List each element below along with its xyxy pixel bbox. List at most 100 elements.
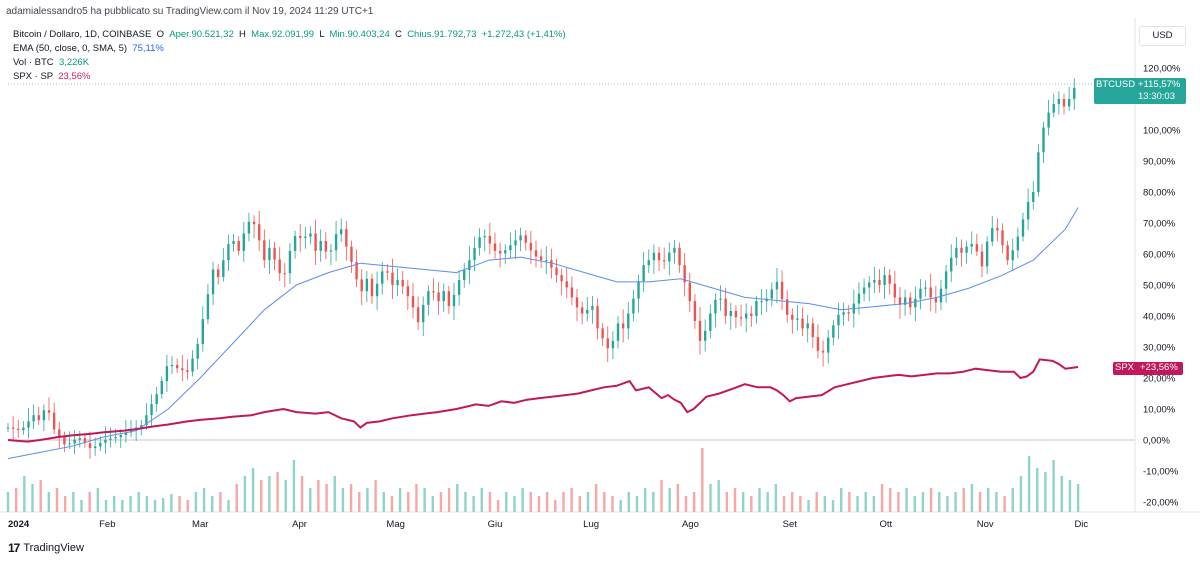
candle-body	[222, 260, 225, 277]
candle-body	[6, 427, 10, 429]
candle-body	[298, 236, 302, 238]
candle-body	[806, 323, 809, 329]
volume-bar	[815, 492, 818, 512]
volume-bar	[162, 498, 165, 512]
candle-body	[345, 229, 348, 247]
legend: Bitcoin / Dollaro, 1D, COINBASE O Aper.9…	[13, 28, 566, 84]
tradingview-logo[interactable]: 17 TradingView	[8, 541, 84, 555]
candle-body	[360, 279, 363, 292]
volume-bar	[153, 500, 157, 512]
candle-body	[934, 297, 938, 303]
candle-body	[504, 250, 507, 254]
candle-body	[960, 247, 963, 253]
candle-body	[524, 235, 527, 243]
candle-body	[975, 244, 979, 252]
legend-spx-row[interactable]: SPX · SP 23,56%	[13, 70, 566, 84]
candle-body	[401, 280, 404, 287]
legend-vol-row[interactable]: Vol · BTC 3,226K	[13, 56, 566, 70]
x-tick-label: Feb	[99, 519, 115, 530]
btc-tag-change: +115,57%	[1138, 79, 1181, 90]
volume-bar	[439, 492, 443, 512]
volume-bar	[570, 488, 573, 512]
candle-body	[580, 307, 584, 314]
candle-body	[924, 287, 927, 289]
candle-body	[293, 236, 297, 251]
candle-body	[970, 244, 973, 247]
candle-body	[140, 425, 143, 428]
candle-body	[883, 275, 886, 285]
candle-body	[1052, 103, 1055, 113]
candle-body	[232, 240, 235, 245]
candle-body	[391, 272, 394, 285]
candle-body	[668, 252, 671, 262]
x-axis[interactable]: 2024 Feb Mar Apr Mag Giu Lug Ago Set Ott Nov Dic	[8, 519, 1088, 530]
volume-bar	[325, 484, 328, 512]
volume-bar	[970, 484, 974, 512]
candle-body	[760, 301, 763, 303]
candle-body	[1006, 245, 1009, 261]
candle-body	[596, 306, 599, 329]
candle-body	[703, 330, 707, 341]
x-tick-label: Nov	[977, 519, 994, 530]
candle-body	[586, 309, 589, 314]
volume-bar	[333, 476, 336, 512]
candle-body	[729, 311, 732, 316]
legend-symbol[interactable]: Bitcoin / Dollaro, 1D, COINBASE	[13, 29, 152, 40]
candle-body	[1021, 219, 1025, 237]
volume-bar	[733, 488, 737, 512]
candle-body	[683, 265, 686, 283]
volume-bar	[227, 500, 230, 512]
candle-body	[381, 271, 384, 284]
candle-body	[488, 236, 492, 244]
y-tick-label: 60,00%	[1143, 250, 1176, 261]
volume-bar	[112, 496, 116, 512]
candle-body	[627, 313, 630, 329]
candle-body	[893, 283, 897, 298]
high-label: H	[239, 29, 246, 40]
candle-body	[744, 313, 748, 319]
candle-body	[1062, 99, 1066, 107]
candle-body	[632, 298, 635, 314]
volume-bar	[725, 492, 729, 512]
candle-body	[1032, 192, 1035, 202]
volume-bar	[464, 492, 467, 512]
candle-body	[888, 275, 891, 284]
candle-body	[903, 297, 907, 305]
volume-bar	[872, 496, 876, 512]
candle-body	[826, 337, 830, 353]
volume-bar	[1068, 480, 1072, 512]
volume-bar	[946, 496, 949, 512]
volume-bar	[72, 492, 75, 512]
candle-body	[93, 446, 97, 449]
volume-bar	[692, 492, 696, 512]
candle-body	[447, 291, 451, 307]
x-tick-label: Apr	[292, 519, 307, 530]
candle-body	[950, 257, 953, 272]
candle-body	[857, 293, 861, 304]
volume-bar	[954, 492, 957, 512]
volume-bar	[423, 488, 426, 512]
volume-bar	[831, 500, 835, 512]
candle-body	[119, 435, 122, 438]
volume-bar	[488, 492, 492, 512]
candle-body	[145, 415, 148, 426]
volume-bars	[6, 448, 1080, 512]
candle-body	[898, 297, 902, 305]
volume-bar	[88, 492, 91, 512]
candle-body	[273, 247, 276, 260]
volume-bar	[480, 488, 483, 512]
candle-body	[509, 245, 512, 251]
legend-ema-row[interactable]: EMA (50, close, 0, SMA, 5) 75,11%	[13, 42, 566, 56]
candle-body	[985, 241, 989, 267]
x-tick-label: 2024	[8, 519, 30, 530]
candle-body	[868, 282, 871, 288]
candle-body	[191, 358, 194, 372]
y-axis[interactable]: 120,00%110,00%100,00%90,00%80,00%70,00%6…	[1143, 64, 1181, 509]
currency-button[interactable]: USD	[1139, 26, 1186, 46]
candle-body	[175, 364, 179, 369]
volume-bar	[1011, 488, 1014, 512]
volume-bar	[186, 500, 189, 512]
candle-body	[283, 273, 287, 275]
ema-label: EMA (50, close, 0, SMA, 5)	[13, 43, 128, 54]
